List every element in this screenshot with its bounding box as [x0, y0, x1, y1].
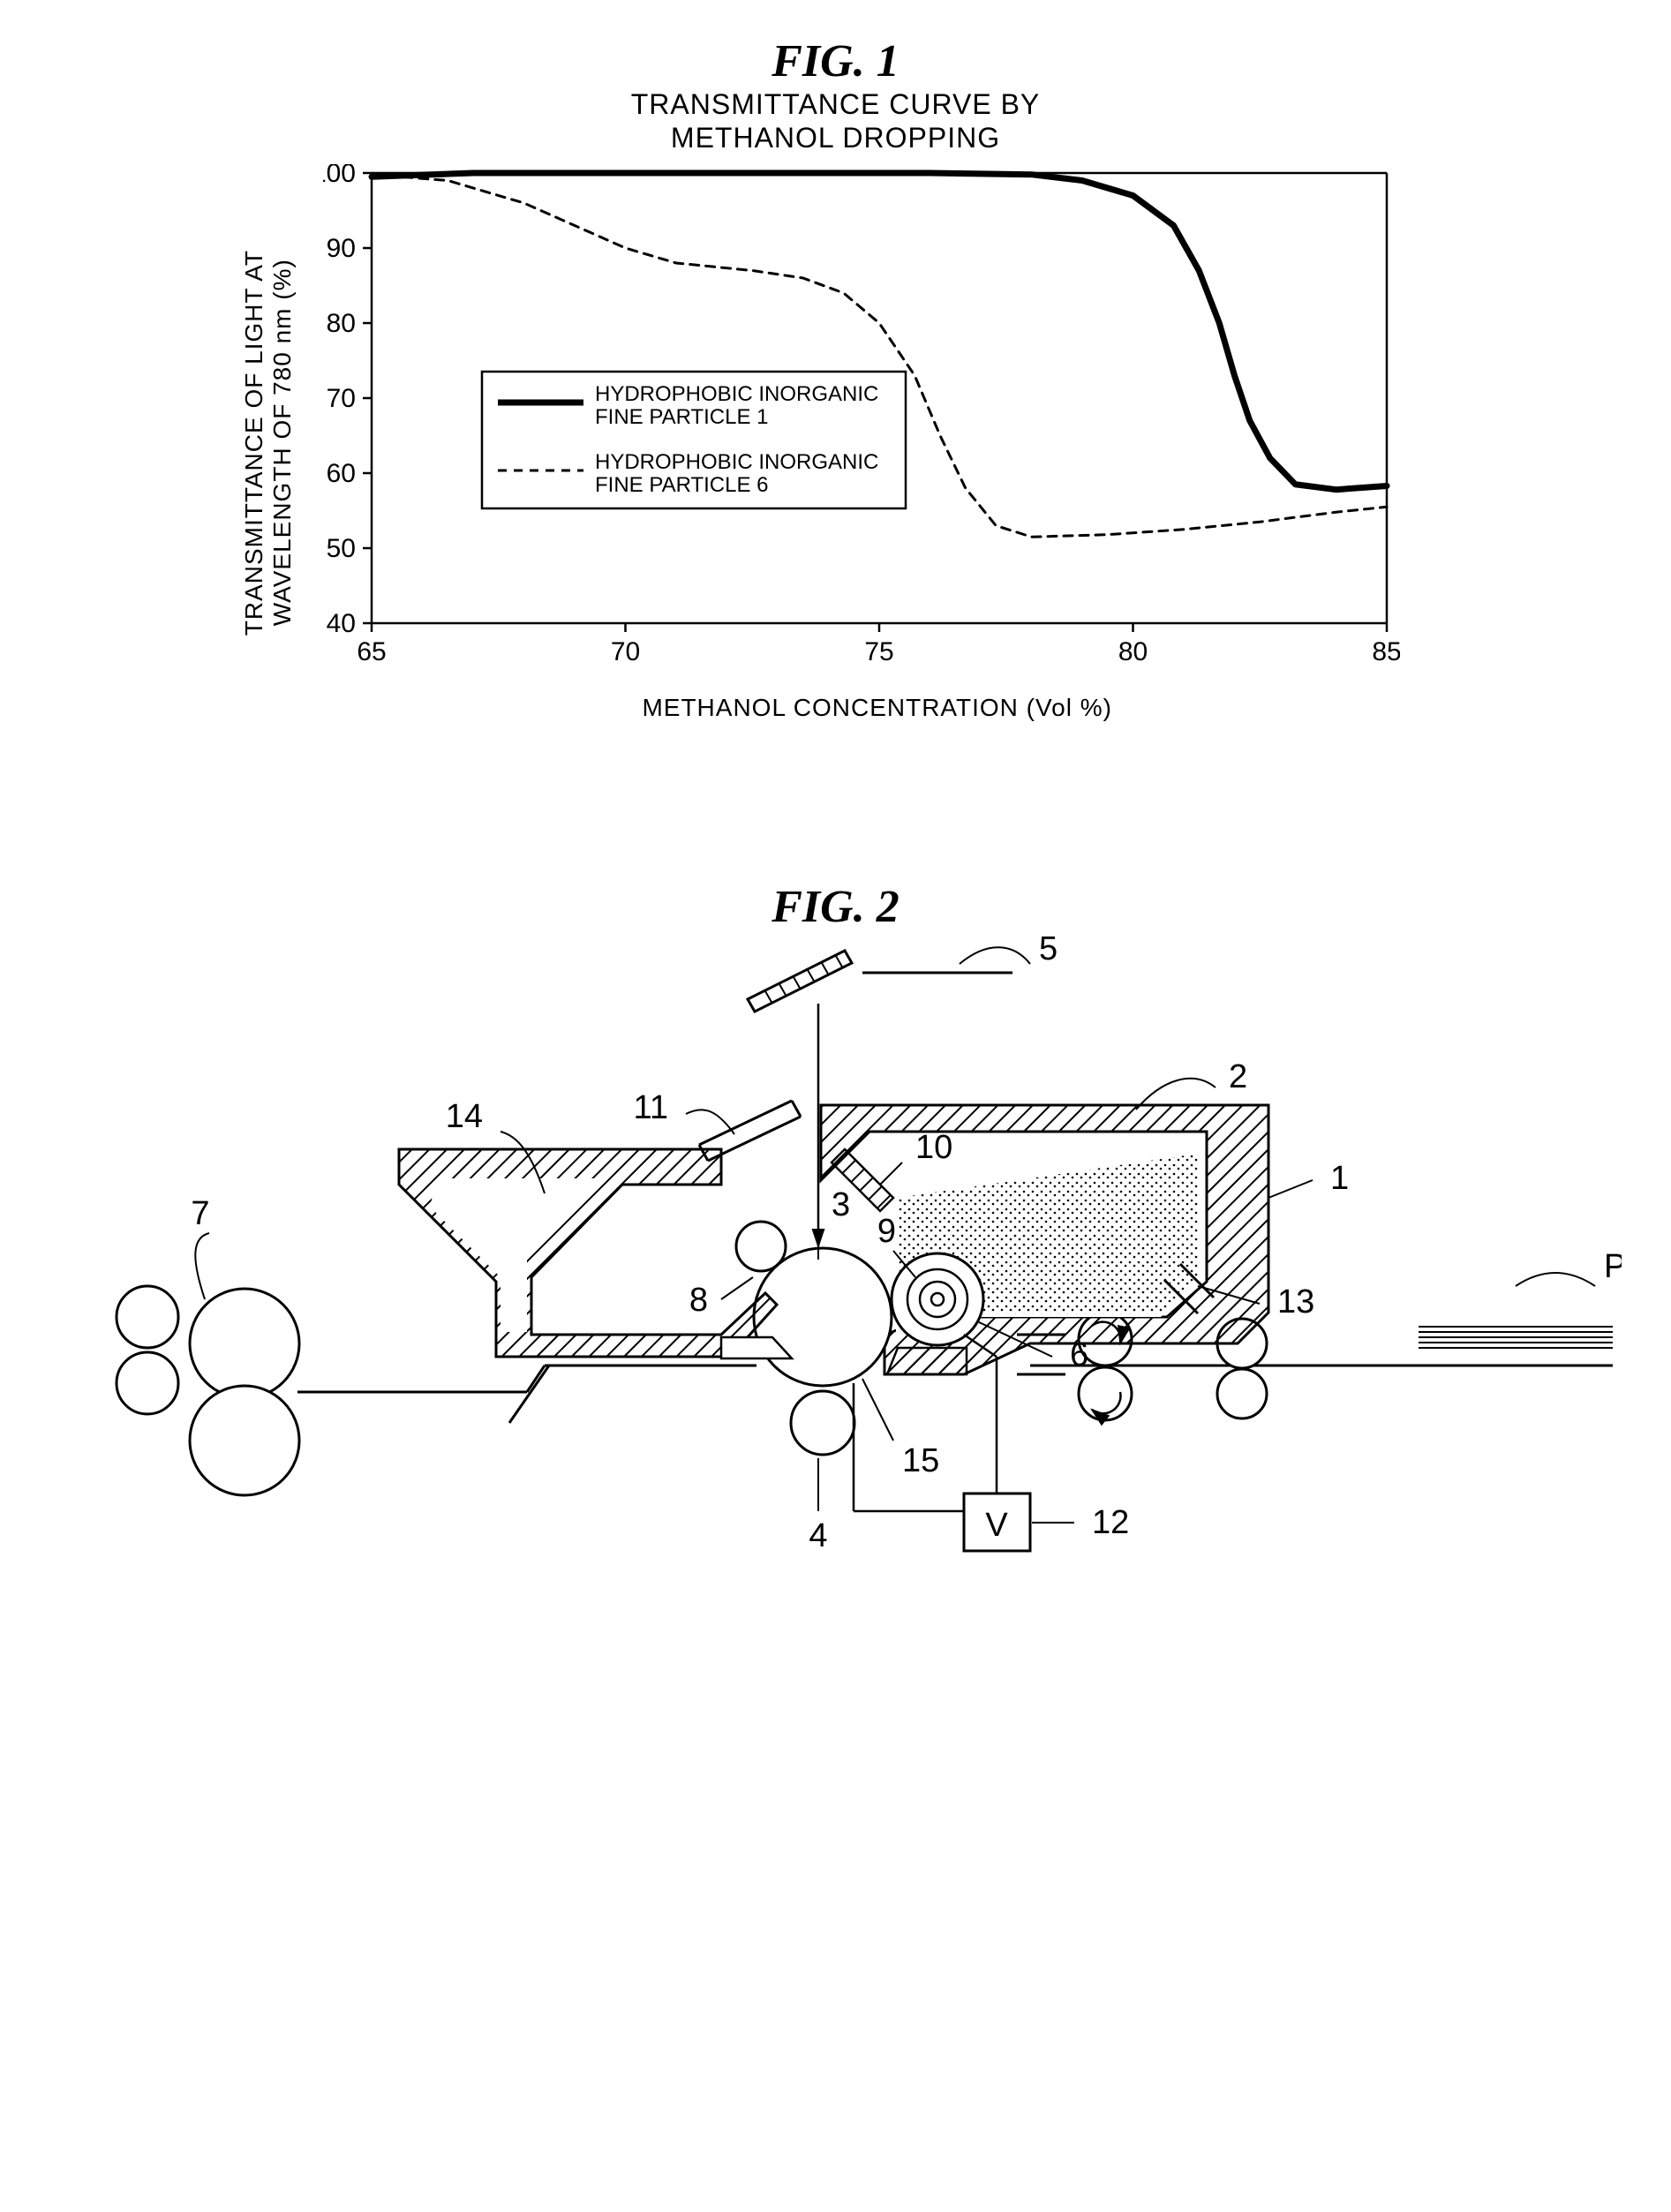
svg-text:FINE PARTICLE 6: FINE PARTICLE 6 [595, 473, 769, 497]
svg-text:85: 85 [1372, 637, 1400, 666]
svg-text:HYDROPHOBIC INORGANIC: HYDROPHOBIC INORGANIC [595, 450, 878, 474]
svg-text:HYDROPHOBIC INORGANIC: HYDROPHOBIC INORGANIC [595, 382, 878, 406]
svg-text:3: 3 [832, 1186, 850, 1223]
line-chart-svg: 40 50 60 70 80 90 100 65 70 75 80 85 HYDROPHOBIC INO… [323, 164, 1400, 676]
svg-text:4: 4 [809, 1517, 827, 1554]
fig2-diagram: P5V12346789101112131415 [50, 933, 1622, 1569]
svg-text:11: 11 [633, 1089, 667, 1126]
svg-text:60: 60 [327, 459, 356, 488]
svg-text:V: V [985, 1507, 1008, 1544]
svg-text:5: 5 [1039, 933, 1058, 967]
svg-text:70: 70 [611, 637, 640, 666]
svg-text:80: 80 [327, 309, 356, 338]
svg-text:2: 2 [1229, 1058, 1247, 1095]
svg-text:9: 9 [877, 1213, 895, 1250]
fig2-label: FIG. 2 [35, 881, 1636, 933]
svg-text:FINE PARTICLE 1: FINE PARTICLE 1 [595, 405, 769, 429]
svg-text:90: 90 [327, 234, 356, 263]
x-axis-label: METHANOL CONCENTRATION (Vol %) [323, 694, 1432, 722]
svg-text:50: 50 [327, 534, 356, 563]
svg-text:14: 14 [445, 1098, 482, 1135]
chart-title-line2: METHANOL DROPPING [671, 122, 1000, 154]
apparatus-diagram-svg: P5V12346789101112131415 [50, 933, 1622, 1569]
svg-text:100: 100 [323, 164, 356, 188]
fig1-chart: TRANSMITTANCE CURVE BY METHANOL DROPPING… [240, 87, 1432, 722]
svg-text:7: 7 [191, 1195, 209, 1232]
fig1-label: FIG. 1 [35, 35, 1636, 87]
svg-text:65: 65 [357, 637, 386, 666]
svg-text:13: 13 [1277, 1283, 1314, 1320]
svg-text:12: 12 [1092, 1504, 1129, 1541]
chart-title: TRANSMITTANCE CURVE BY METHANOL DROPPING [240, 87, 1432, 155]
svg-text:6: 6 [1070, 1336, 1088, 1373]
svg-text:10: 10 [915, 1129, 952, 1166]
svg-text:70: 70 [327, 384, 356, 413]
svg-text:80: 80 [1118, 637, 1148, 666]
svg-text:15: 15 [902, 1442, 939, 1479]
svg-text:75: 75 [864, 637, 893, 666]
y-axis-label: TRANSMITTANCE OF LIGHT AT WAVELENGTH OF … [240, 250, 297, 636]
svg-text:1: 1 [1330, 1160, 1349, 1197]
svg-text:8: 8 [689, 1282, 707, 1319]
svg-text:P: P [1604, 1248, 1622, 1285]
svg-text:40: 40 [327, 609, 356, 638]
chart-title-line1: TRANSMITTANCE CURVE BY [631, 88, 1041, 120]
